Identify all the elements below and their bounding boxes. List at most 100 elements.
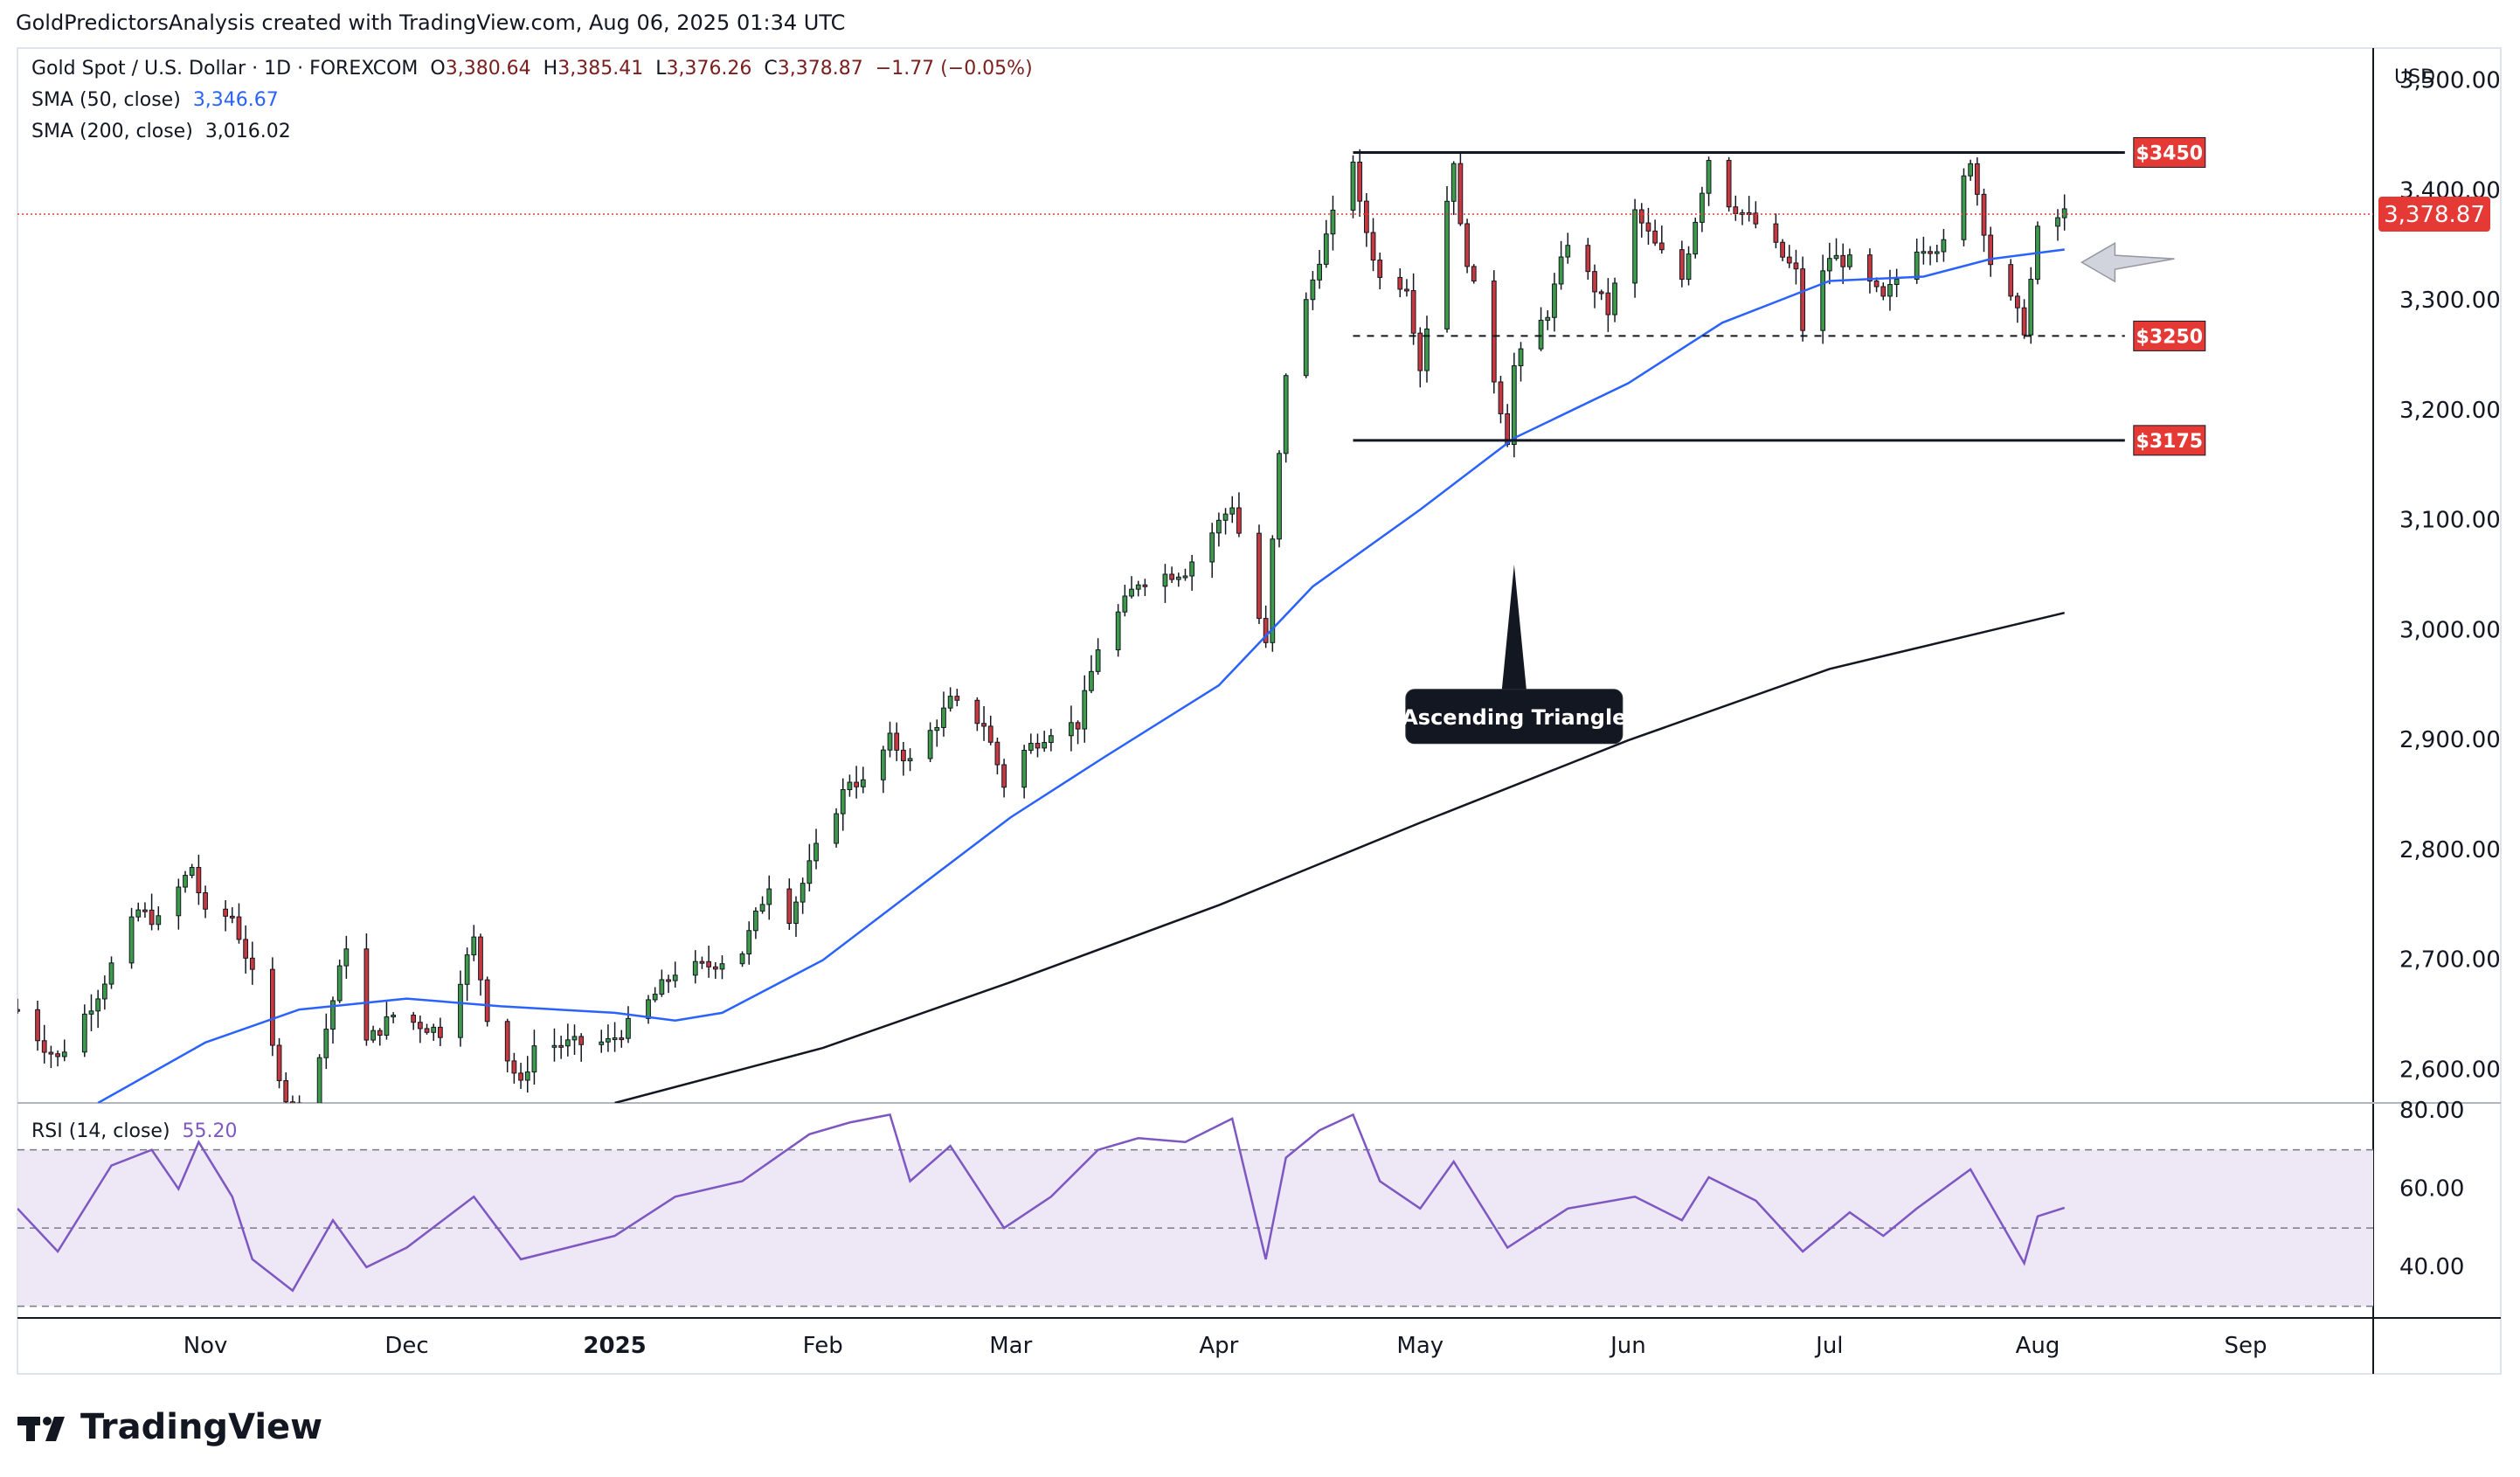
time-tick-label: Jun xyxy=(1609,1333,1646,1359)
candle-up xyxy=(800,883,806,903)
candle-up xyxy=(81,1013,87,1053)
candle-up xyxy=(759,904,765,912)
candle-up xyxy=(183,875,188,888)
candle-down xyxy=(1880,286,1887,297)
candle-up xyxy=(1082,690,1088,730)
candle-down xyxy=(1638,209,1644,224)
candle-down xyxy=(1733,206,1739,214)
candle-up xyxy=(1216,519,1222,534)
candle-down xyxy=(518,1072,523,1081)
candle-down xyxy=(1793,262,1799,270)
candle-up xyxy=(1270,538,1276,643)
candle-up xyxy=(941,707,946,728)
candle-up xyxy=(1021,749,1028,788)
candle-up xyxy=(1095,649,1101,672)
candle-up xyxy=(1189,561,1195,577)
candle-up xyxy=(834,813,839,844)
candle-down xyxy=(786,888,793,925)
candle-down xyxy=(478,936,483,981)
annotation-pointer xyxy=(1501,564,1527,690)
sma50-label: SMA (50, close) xyxy=(31,89,181,111)
candle-down xyxy=(1263,618,1269,643)
candle-down xyxy=(1867,254,1873,282)
candle-up xyxy=(108,962,114,985)
symbol-name[interactable]: Gold Spot / U.S. Dollar · 1D · FOREXCOM xyxy=(31,58,419,80)
candle-down xyxy=(974,699,980,725)
candle-up xyxy=(370,1030,376,1041)
candle-up xyxy=(652,994,658,1001)
candle-down xyxy=(1491,281,1497,383)
created-by-header: GoldPredictorsAnalysis created with Trad… xyxy=(16,10,846,35)
candle-up xyxy=(384,1016,390,1036)
candle-up xyxy=(464,954,470,985)
candle-up xyxy=(88,1010,94,1015)
candle-up xyxy=(1552,283,1557,318)
price-tick-label: 3,500.00 xyxy=(2399,68,2501,94)
candle-up xyxy=(1350,162,1356,211)
sma50-legend[interactable]: SMA (50, close) 3,346.67 xyxy=(31,89,279,111)
price-tick-label: 2,900.00 xyxy=(2399,727,2501,753)
open-value: 3,380.64 xyxy=(445,58,531,80)
candle-down xyxy=(699,960,705,964)
low-value: 3,376.26 xyxy=(666,58,752,80)
level-tag-label: $3175 xyxy=(2136,431,2204,453)
candle-down xyxy=(363,948,370,1041)
candle-up xyxy=(1424,328,1430,371)
candle-up xyxy=(1612,282,1617,316)
candle-down xyxy=(1800,268,1806,331)
candle-up xyxy=(1693,221,1699,255)
annotation-label: Ascending Triangle xyxy=(1402,705,1626,730)
candle-up xyxy=(860,779,866,787)
candle-down xyxy=(283,1079,289,1103)
sma200-legend[interactable]: SMA (200, close) 3,016.02 xyxy=(31,121,291,142)
candle-up xyxy=(1706,160,1712,194)
candle-up xyxy=(672,974,678,981)
candle-up xyxy=(135,909,142,918)
time-tick-label: Nov xyxy=(183,1333,228,1359)
candle-down xyxy=(2015,295,2020,309)
candle-down xyxy=(149,909,155,926)
sma200-line xyxy=(614,611,2065,1103)
high-value: 3,385.41 xyxy=(557,58,644,80)
candle-down xyxy=(994,741,1000,766)
candle-up xyxy=(1632,209,1637,284)
candle-up xyxy=(840,789,846,815)
candle-up xyxy=(156,915,162,926)
rsi-value: 55.20 xyxy=(182,1120,238,1142)
candle-up xyxy=(336,965,343,1002)
candle-down xyxy=(1363,200,1369,233)
candle-up xyxy=(746,930,752,954)
candle-down xyxy=(377,1030,383,1036)
candle-down xyxy=(1464,223,1470,267)
candle-up xyxy=(1277,453,1282,540)
candle-up xyxy=(1968,163,1974,177)
candle-up xyxy=(1283,375,1289,454)
candle-up xyxy=(934,726,940,732)
candle-down xyxy=(269,968,275,1046)
candle-down xyxy=(854,781,859,787)
candle-up xyxy=(1175,576,1181,580)
candle-down xyxy=(1001,764,1007,788)
candle-up xyxy=(431,1026,437,1033)
candle-up xyxy=(61,1051,67,1057)
level-tag-bg xyxy=(2133,320,2206,351)
candle-up xyxy=(1934,251,1940,254)
candle-up xyxy=(101,983,107,1000)
candles-group xyxy=(17,149,2067,1103)
tradingview-logo[interactable]: TradingView xyxy=(17,1407,322,1447)
sma200-label: SMA (200, close) xyxy=(31,121,193,142)
price-tick-label: 3,200.00 xyxy=(2399,398,2501,424)
candle-down xyxy=(1585,245,1591,273)
candle-down xyxy=(1397,276,1403,290)
open-label: O xyxy=(430,58,446,80)
candle-down xyxy=(1592,271,1597,293)
candle-down xyxy=(1410,290,1416,334)
candle-up xyxy=(1042,742,1048,749)
candle-down xyxy=(229,915,235,919)
candle-up xyxy=(551,1044,557,1048)
candle-down xyxy=(249,957,255,970)
rsi-legend[interactable]: RSI (14, close) 55.20 xyxy=(31,1120,238,1142)
candle-up xyxy=(1893,279,1900,286)
candle-up xyxy=(692,960,698,976)
